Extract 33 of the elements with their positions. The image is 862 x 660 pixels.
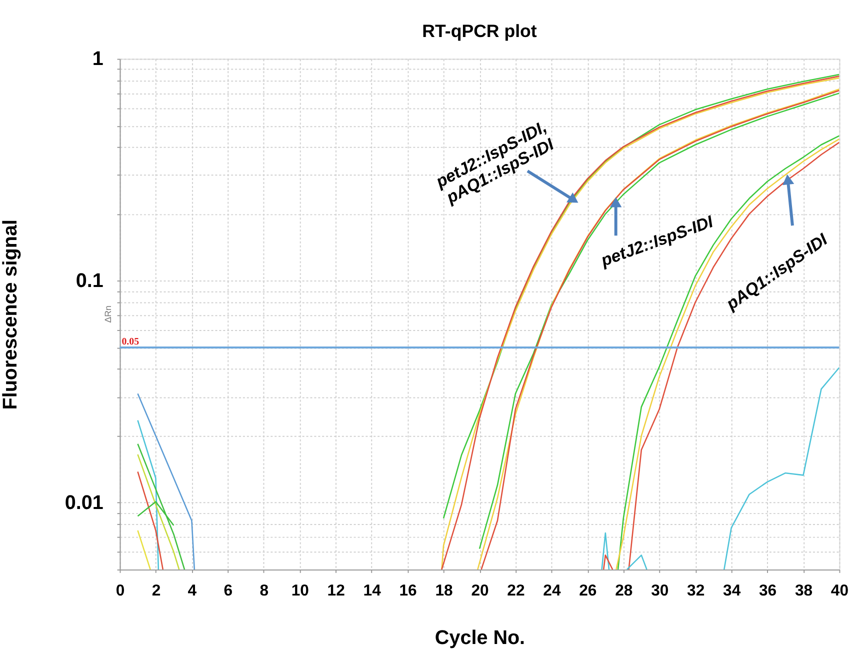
x-tick-label: 2	[152, 582, 161, 600]
text: ΔRn	[102, 305, 113, 323]
x-tick-label: 12	[327, 582, 346, 600]
x-tick-label: 4	[188, 582, 197, 600]
line-series	[137, 443, 186, 570]
x-tick-label: 30	[651, 582, 669, 600]
y-tick-label: 1	[92, 48, 104, 70]
chart-title: RT-qPCR plot	[422, 21, 537, 42]
x-tick-label: 32	[687, 582, 705, 600]
x-tick-label: 38	[794, 582, 813, 600]
y-axis-title: Fluorescence signal	[0, 220, 22, 410]
x-tick-label: 20	[471, 582, 489, 600]
x-tick-label: 16	[399, 582, 418, 600]
x-tick-label: 8	[260, 582, 269, 600]
line-series	[137, 454, 180, 570]
x-tick-label: 24	[543, 582, 561, 600]
x-tick-label: 36	[758, 582, 777, 600]
x-tick-label: 26	[579, 582, 597, 600]
ref-line-label: 0.05	[122, 336, 140, 348]
x-axis-title: Cycle No.	[434, 627, 526, 650]
x-tick-label: 6	[224, 582, 233, 600]
x-tick-label: 40	[830, 582, 849, 600]
x-tick-label: 0	[116, 582, 125, 600]
x-tick-label: 22	[507, 582, 525, 600]
y-tick-label: 0.1	[76, 270, 104, 292]
x-tick-label: 18	[435, 582, 454, 600]
x-tick-label: 14	[363, 582, 382, 600]
x-tick-label: 28	[615, 582, 633, 600]
x-tick-label: 34	[723, 582, 741, 600]
x-tick-label: 10	[291, 582, 310, 600]
line-series	[137, 392, 196, 570]
line-series	[723, 366, 840, 570]
y-tick-label: 0.01	[64, 492, 104, 514]
